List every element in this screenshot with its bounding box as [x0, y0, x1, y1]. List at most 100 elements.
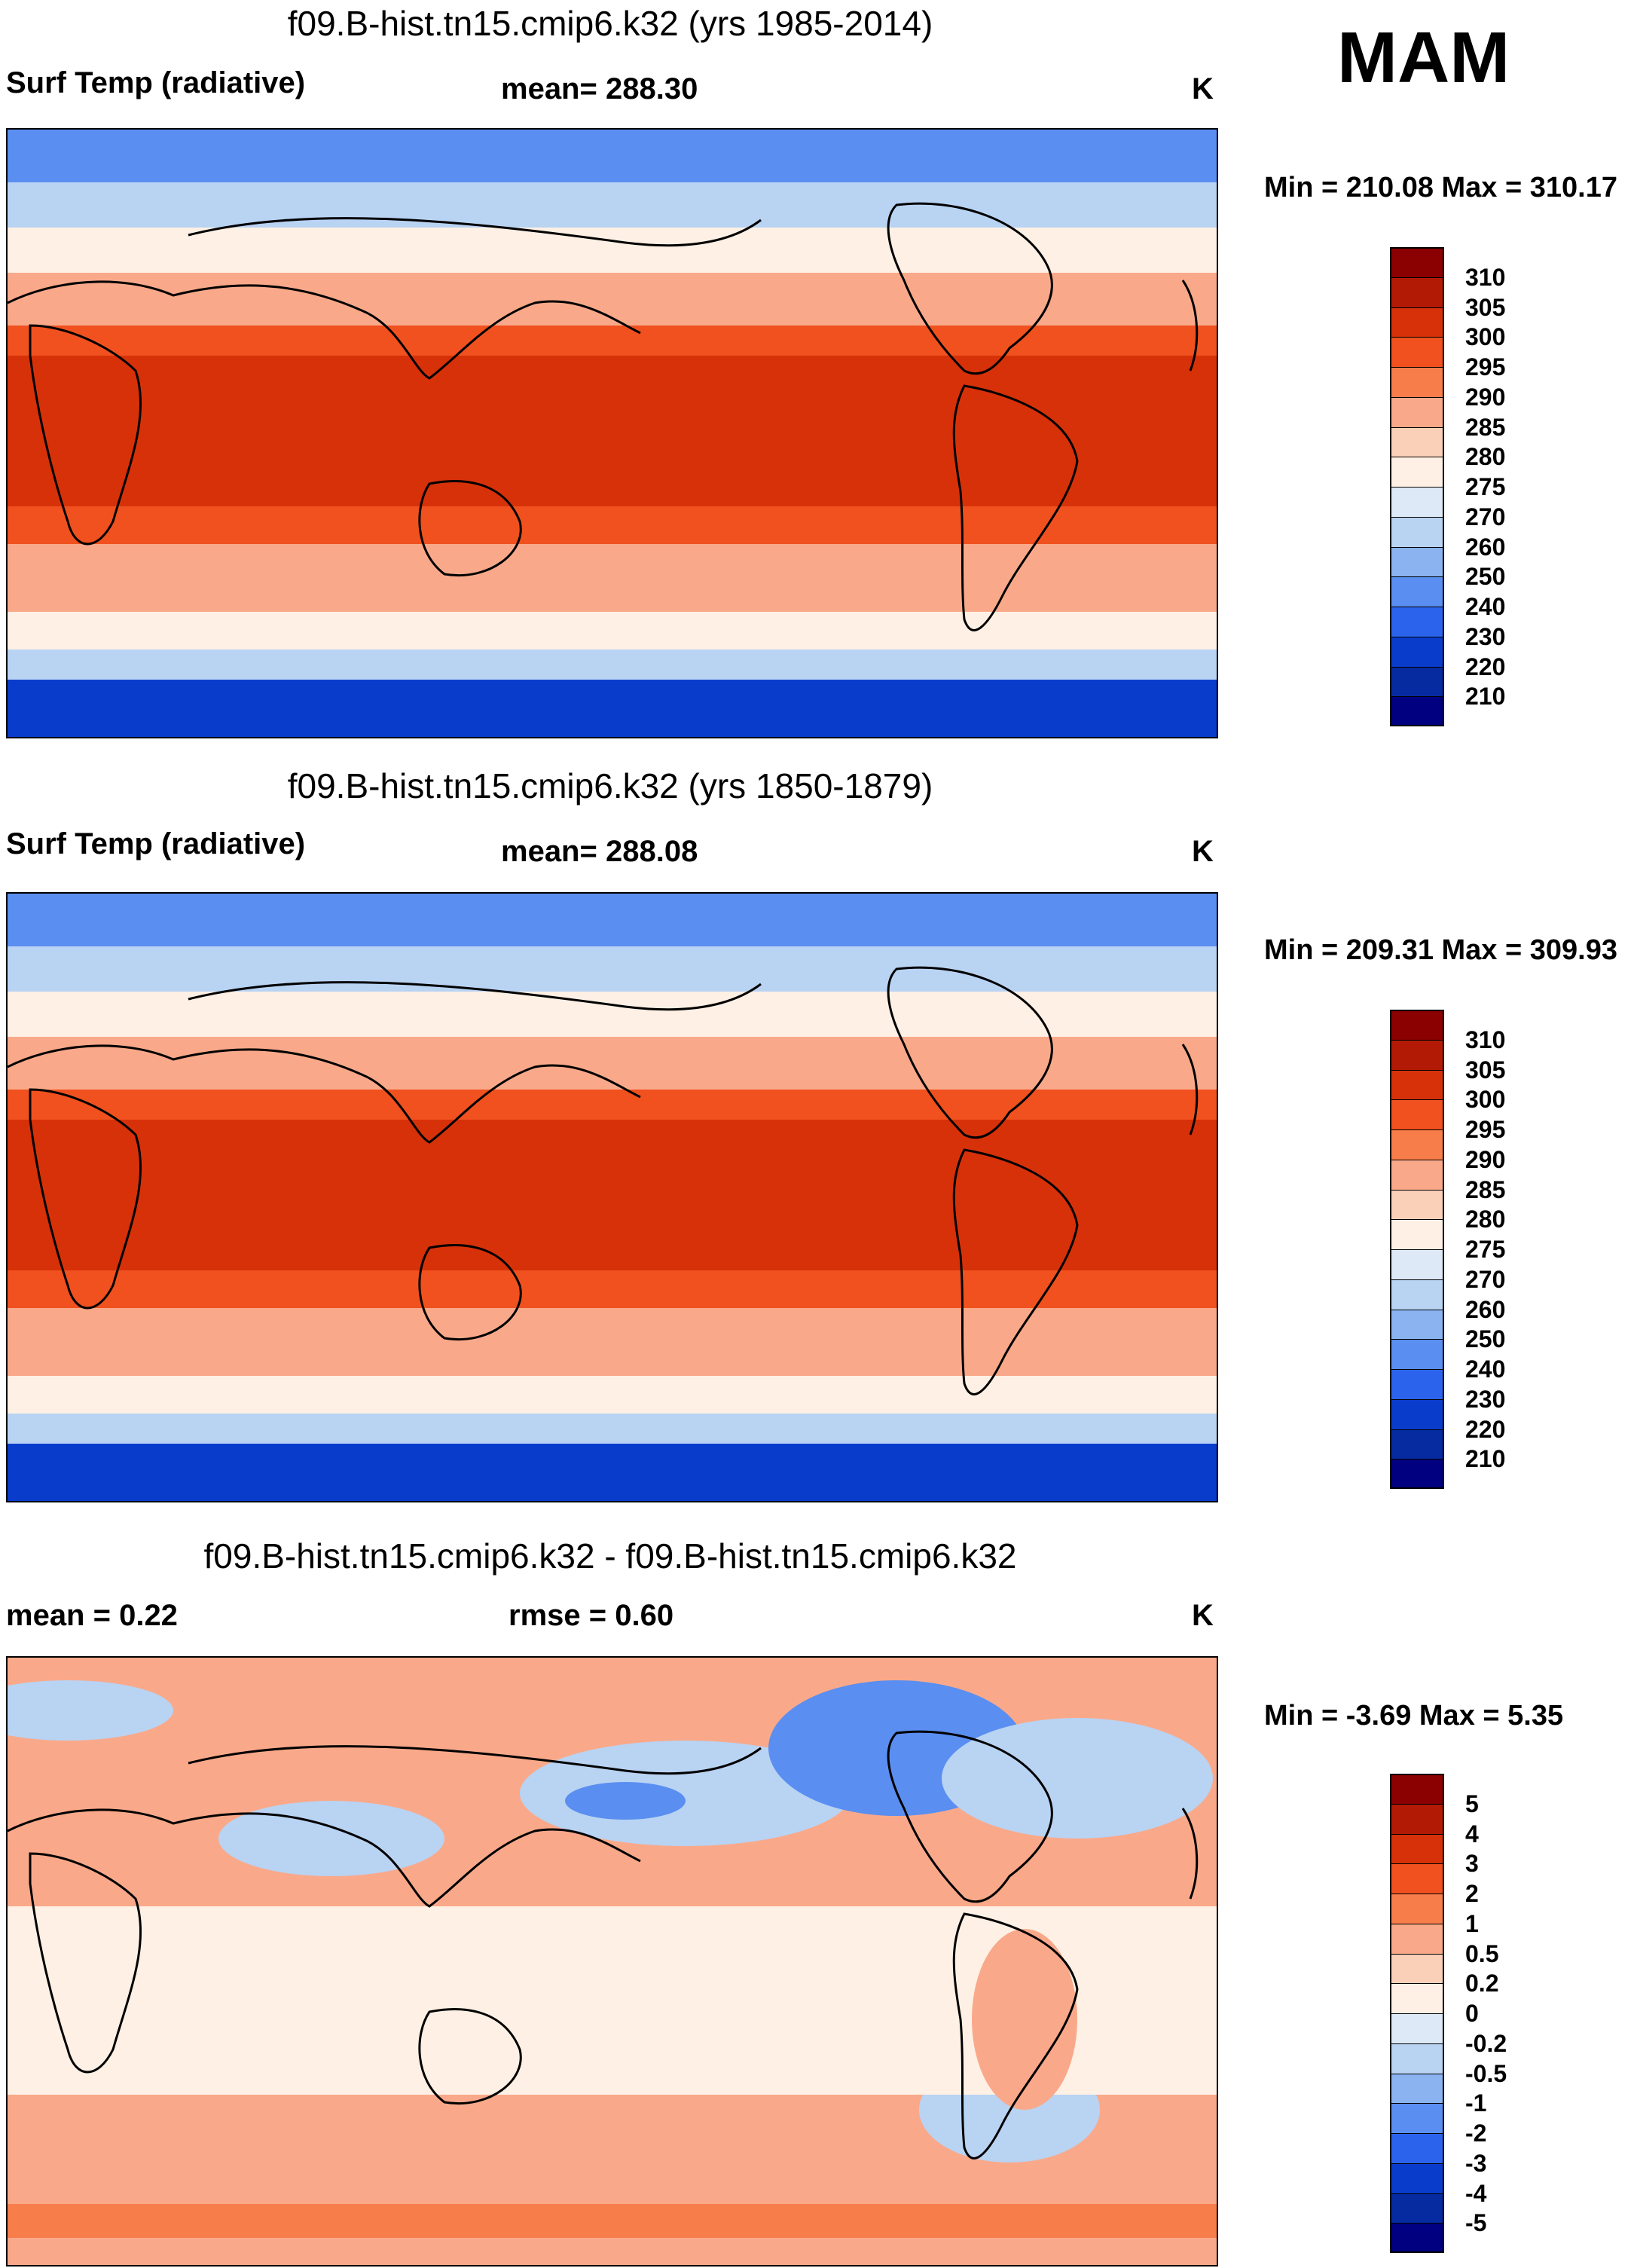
colorbar-tick-label: 5 [1465, 1790, 1479, 1817]
colorbar-swatch [1390, 426, 1444, 457]
colorbar-swatch [1390, 277, 1444, 307]
colorbar-swatch [1390, 2193, 1444, 2224]
colorbar-tick-label: 1 [1465, 1909, 1479, 1937]
panel-3-map [6, 1656, 1218, 2266]
colorbar-tick-label: 290 [1465, 1145, 1506, 1173]
colorbar-tick-label: -4 [1465, 2179, 1487, 2207]
colorbar-tick-label: 220 [1465, 1415, 1506, 1443]
map-band-antarctic [8, 680, 1217, 737]
colorbar-swatch [1390, 1010, 1444, 1040]
map-band-equator [8, 1120, 1217, 1270]
map-band-north-mild [8, 273, 1217, 326]
colorbar-tick-label: 260 [1465, 533, 1506, 561]
map-band-antarctic [8, 1444, 1217, 1501]
colorbar-tick-label: 230 [1465, 1385, 1506, 1413]
colorbar-tick-label: 210 [1465, 683, 1506, 711]
colorbar-tick-label: 210 [1465, 1445, 1506, 1473]
panel-1-mean-label: mean= 288.30 [501, 72, 698, 105]
colorbar-2-frame [1390, 1010, 1444, 1489]
panel-3-title: f09.B-hist.tn15.cmip6.k32 - f09.B-hist.t… [203, 1536, 1017, 1576]
colorbar-tick-label: 0.5 [1465, 1939, 1499, 1967]
colorbar-swatch [1390, 696, 1444, 726]
colorbar-swatch [1390, 1894, 1444, 1924]
panel-2-minmax: Min = 209.31 Max = 309.93 [1264, 934, 1617, 966]
colorbar-swatch [1390, 1953, 1444, 1984]
panel-3-mean-label: mean = 0.22 [6, 1599, 178, 1632]
colorbar-swatch [1390, 1159, 1444, 1190]
colorbar-swatch [1390, 1774, 1444, 1804]
colorbar-swatch [1390, 1369, 1444, 1399]
colorbar-tick-label: -0.2 [1465, 2029, 1507, 2057]
map-region-arctic-cool [8, 1680, 173, 1741]
colorbar-swatch [1390, 1039, 1444, 1070]
map-band-south-mild [8, 544, 1217, 612]
colorbar-swatch [1390, 1863, 1444, 1894]
coastlines [8, 1730, 1199, 2159]
colorbar-swatch [1390, 1398, 1444, 1429]
colorbar-tick-label: 280 [1465, 1206, 1506, 1233]
map-band-arctic [8, 894, 1217, 946]
panel-1-map [6, 128, 1218, 738]
panel-2-title: f09.B-hist.tn15.cmip6.k32 (yrs 1850-1879… [287, 766, 933, 805]
panel-1-minmax: Min = 210.08 Max = 310.17 [1264, 172, 1617, 203]
colorbar-tick-label: 295 [1465, 1116, 1506, 1143]
panel-3-minmax: Min = -3.69 Max = 5.35 [1264, 1700, 1564, 1732]
map-band-south-cool [8, 1414, 1217, 1444]
colorbar-swatch [1390, 546, 1444, 577]
colorbar-tick-label: 2 [1465, 1880, 1479, 1907]
colorbar-swatch [1390, 666, 1444, 697]
season-label: MAM [1337, 17, 1510, 98]
colorbar-tick-label: 260 [1465, 1295, 1506, 1323]
colorbar-tick-label: 305 [1465, 293, 1506, 321]
colorbar-tick-label: 275 [1465, 1236, 1506, 1263]
colorbar-tick-label: 240 [1465, 593, 1506, 620]
colorbar-swatch [1390, 247, 1444, 277]
colorbar-swatch [1390, 1189, 1444, 1220]
colorbar-tick-label: 3 [1465, 1850, 1479, 1878]
colorbar-swatch [1390, 1309, 1444, 1340]
colorbar-tick-label: 275 [1465, 473, 1506, 500]
colorbar-swatch [1390, 1249, 1444, 1279]
colorbar-swatch [1390, 1983, 1444, 2013]
colorbar-swatch [1390, 1129, 1444, 1160]
map-band-equator [8, 356, 1217, 506]
colorbar-tick-label: 310 [1465, 1025, 1506, 1053]
colorbar-swatch [1390, 307, 1444, 338]
panel-2-variable-label: Surf Temp (radiative) [6, 827, 306, 860]
map-band-south-neutral [8, 612, 1217, 650]
panel-2-map [6, 892, 1218, 1502]
colorbar-swatch [1390, 1459, 1444, 1489]
colorbar-tick-label: 290 [1465, 383, 1506, 411]
panel-1-title: f09.B-hist.tn15.cmip6.k32 (yrs 1985-2014… [287, 4, 933, 43]
colorbar-swatch [1390, 1833, 1444, 1864]
colorbar-tick-label: 0.2 [1465, 1970, 1499, 1997]
panel-3-rmse-label: rmse = 0.60 [509, 1599, 674, 1632]
colorbar-swatch [1390, 1923, 1444, 1954]
colorbar-swatch [1390, 2043, 1444, 2074]
map-band-north-neutral [8, 992, 1217, 1037]
panel-3-units: K [1192, 1599, 1214, 1632]
map-band-arctic [8, 130, 1217, 182]
colorbar-swatch [1390, 396, 1444, 427]
colorbar-tick-label: -1 [1465, 2089, 1487, 2117]
colorbar-tick-label: 305 [1465, 1056, 1506, 1084]
coastlines [8, 202, 1199, 631]
map-band-south-neutral [8, 1376, 1217, 1414]
map-band-southern-ocean-warm [8, 2204, 1217, 2238]
colorbar-1-frame [1390, 247, 1444, 726]
colorbar-tick-label: -3 [1465, 2149, 1487, 2177]
panel-1-variable-label: Surf Temp (radiative) [6, 66, 306, 99]
colorbar-swatch [1390, 2133, 1444, 2163]
colorbar-swatch [1390, 1803, 1444, 1834]
colorbar-swatch [1390, 2163, 1444, 2193]
colorbar-tick-label: -0.5 [1465, 2059, 1507, 2087]
colorbar-swatch [1390, 337, 1444, 367]
colorbar-swatch [1390, 487, 1444, 517]
map-band-south-cool [8, 650, 1217, 680]
colorbar-swatch [1390, 636, 1444, 667]
colorbar-tick-label: 280 [1465, 443, 1506, 471]
colorbar-swatch [1390, 1099, 1444, 1129]
colorbar-swatch [1390, 1279, 1444, 1310]
map-band-south-mild [8, 1308, 1217, 1376]
colorbar-swatch [1390, 2103, 1444, 2133]
